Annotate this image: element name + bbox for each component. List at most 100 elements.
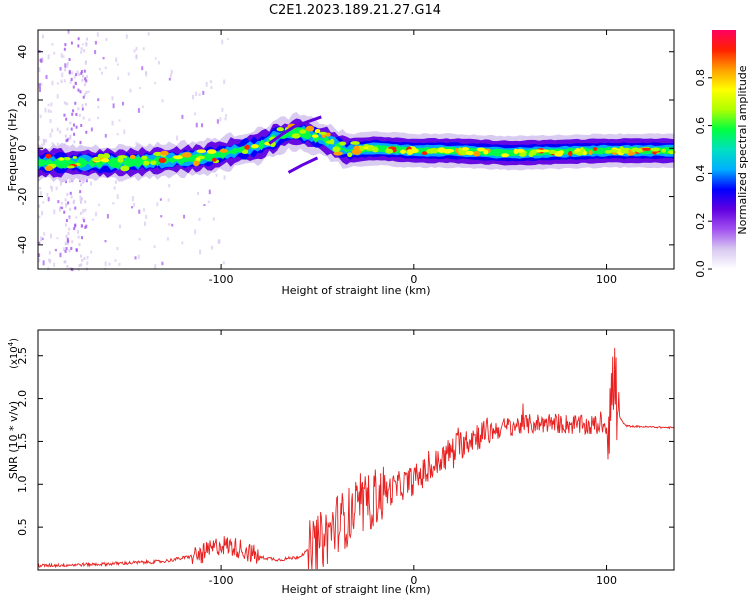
spectrogram-noise-speck [46,193,49,197]
spectrogram-noise-speck [53,51,56,55]
spectrogram-noise-speck [97,116,100,120]
spectrogram-noise-speck [74,223,77,227]
spectrogram-noise-speck [65,202,68,206]
spectrogram-noise-speck [67,240,70,246]
spectrogram-noise-speck [74,206,77,210]
spectrogram-y-tick-label: 40 [16,45,29,59]
colorbar-label: Normalized spectral amplitude [736,65,749,234]
spectrogram-noise-speck [210,86,213,89]
spectrogram-peak-blob [347,152,353,158]
spectrogram-noise-speck [80,124,83,128]
spectrogram-noise-speck [168,77,171,81]
spectrogram-noise-speck [38,258,41,263]
spectrogram-noise-speck [38,136,41,141]
spectrogram-peak-blob [500,153,510,158]
spectrogram-noise-speck [42,260,45,266]
spectrogram-noise-speck [69,134,72,138]
spectrogram-noise-speck [59,67,62,71]
spectrogram-noise-speck [145,214,148,219]
spectrogram-noise-speck [115,57,118,63]
spectrogram-noise-speck [80,254,83,258]
spectrogram-noise-speck [77,37,80,41]
spectrogram-noise-speck [64,63,67,68]
spectrogram-noise-speck [105,37,108,42]
spectrogram-noise-speck [85,41,88,45]
spectrogram-noise-speck [66,102,69,106]
spectrogram-noise-speck [85,60,88,64]
spectrogram-noise-speck [38,241,41,245]
spectrogram-noise-speck [85,224,88,228]
spectrogram-noise-speck [42,142,45,146]
spectrogram-noise-speck [145,71,148,77]
spectrogram-peak-blob [97,153,105,159]
spectrogram-noise-speck [112,202,115,205]
spectrogram-peak-blob [314,129,321,134]
spectrogram-noise-speck [68,71,71,75]
snr-y-tick-label: 2.0 [16,390,29,408]
spectrogram-peak-blob [620,150,630,154]
spectrogram-noise-speck [181,241,184,245]
spectrogram-noise-speck [90,127,93,132]
spectrogram-noise-speck [143,208,146,212]
spectrogram-noise-speck [137,254,140,259]
spectrogram-noise-speck [142,47,145,51]
spectrogram-noise-speck [84,83,87,87]
spectrogram-noise-speck [116,246,119,251]
spectrogram-noise-speck [41,34,44,39]
spectrogram-noise-speck [138,87,141,90]
spectrogram-noise-speck [41,143,44,147]
spectrogram-peak-blob [329,138,335,145]
spectrogram-peak-blob [465,150,474,156]
spectrogram-peak-blob [244,144,250,150]
spectrogram-noise-speck [104,239,107,243]
spectrogram-noise-speck [138,237,141,241]
snr-y-label: SNR (10 * v/v) [7,401,20,479]
spectrogram-noise-speck [222,261,225,265]
spectrogram-noise-speck [47,258,50,262]
spectrogram-noise-speck [202,90,205,95]
spectrogram-peak-blob [181,152,192,158]
spectrogram-noise-speck [58,207,61,212]
spectrogram-noise-speck [84,102,87,106]
spectrogram-noise-speck [194,112,197,116]
spectrogram-noise-speck [86,255,89,260]
spectrogram-noise-speck [57,200,60,204]
spectrogram-noise-speck [197,191,200,196]
spectrogram-noise-speck [80,200,83,204]
spectrogram-noise-speck [53,262,56,267]
spectrogram-peak-blob [351,148,362,155]
spectrogram-noise-speck [79,198,82,202]
spectrogram-peak-blob [593,147,598,151]
snr-y-tick-label: 1.0 [16,476,29,494]
spectrogram-noise-speck [90,181,93,186]
spectrogram-noise-speck [85,179,88,183]
spectrogram-noise-speck [118,119,121,122]
spectrogram-peak-blob [641,147,652,151]
spectrogram-noise-speck [50,233,53,239]
spectrogram-noise-speck [91,218,94,221]
spectrogram-peak-blob [454,147,460,153]
spectrogram-noise-speck [70,77,73,81]
spectrogram-noise-speck [153,245,156,249]
snr-x-ticks: -100 0 100 [209,330,617,587]
spectrogram-noise-speck [72,85,75,89]
spectrogram-noise-speck [60,201,63,205]
spectrogram-noise-speck [48,251,51,255]
snr-y-tick-label: 1.5 [16,433,29,451]
spectrogram-noise-speck [80,71,83,75]
spectrogram-noise-speck [154,57,157,60]
spectrogram-noise-speck [56,142,59,147]
spectrogram-noise-speck [42,201,45,204]
spectrogram-noise-speck [79,195,82,199]
spectrogram-noise-speck [221,107,224,112]
spectrogram-noise-speck [44,107,47,113]
spectrogram-noise-speck [95,211,98,217]
spectrogram-peak-blob [143,160,150,166]
spectrogram-noise-speck [111,120,114,126]
spectrogram-noise-speck [69,121,72,125]
spectrogram-peak-blob [193,160,200,167]
spectrogram-noise-speck [56,94,59,99]
spectrogram-noise-speck [129,88,132,93]
spectrogram-peak-blob [206,149,217,154]
